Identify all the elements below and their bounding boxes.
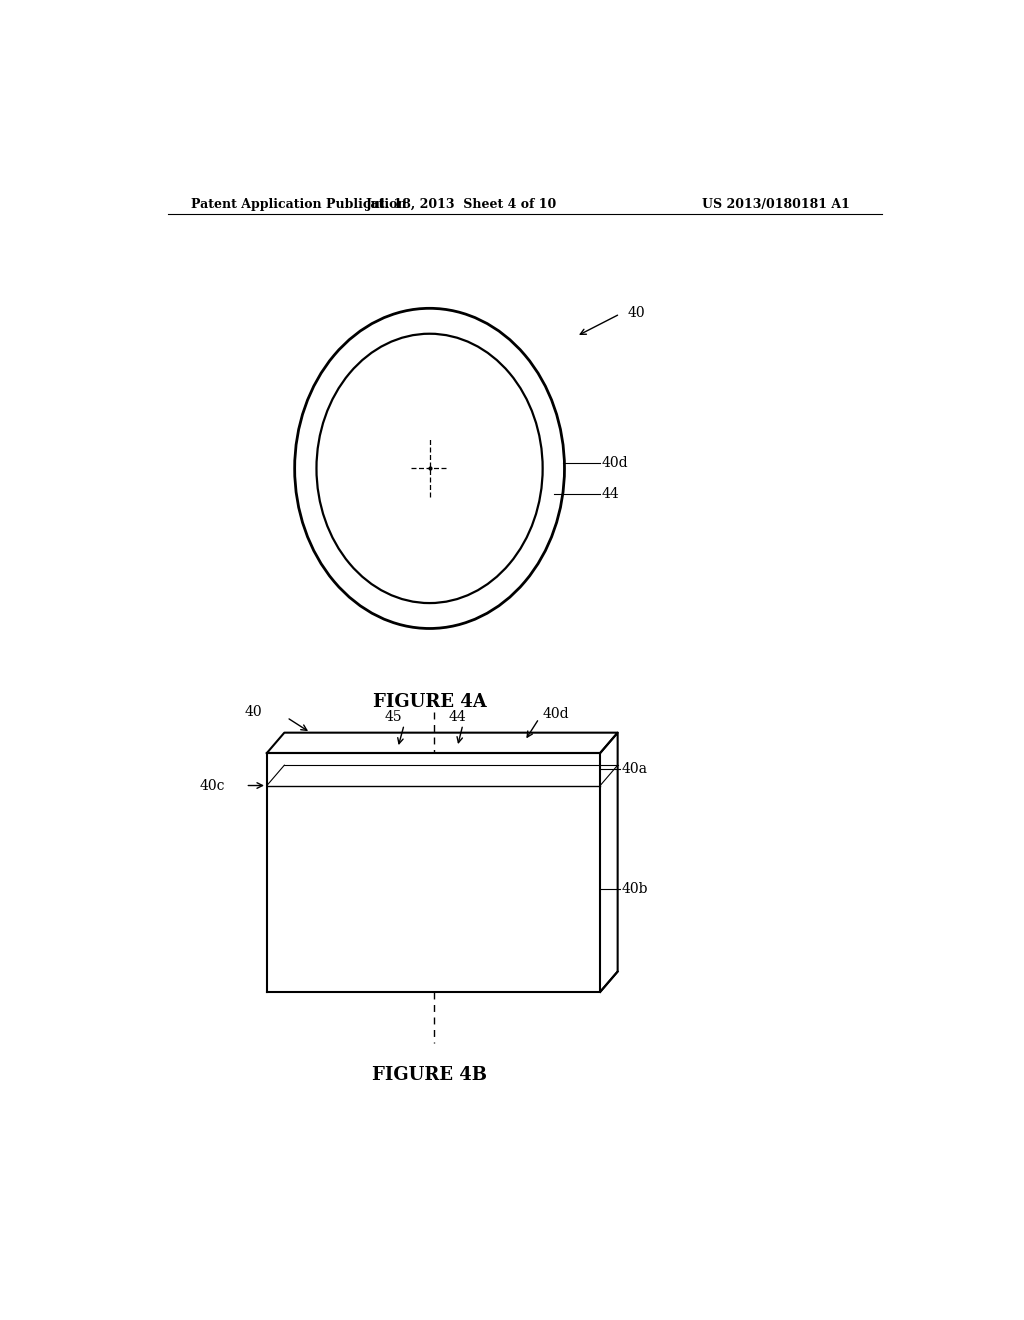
Text: 40d: 40d: [543, 708, 569, 721]
Text: Patent Application Publication: Patent Application Publication: [191, 198, 407, 211]
Text: Jul. 18, 2013  Sheet 4 of 10: Jul. 18, 2013 Sheet 4 of 10: [366, 198, 557, 211]
Text: 40c: 40c: [200, 779, 225, 792]
Text: 40d: 40d: [602, 457, 629, 470]
Text: 40b: 40b: [622, 882, 648, 896]
Text: FIGURE 4A: FIGURE 4A: [373, 693, 486, 711]
Text: 40: 40: [628, 306, 645, 319]
Text: 40a: 40a: [622, 762, 647, 776]
Text: US 2013/0180181 A1: US 2013/0180181 A1: [702, 198, 850, 211]
Text: 45: 45: [385, 710, 402, 725]
Text: 44: 44: [602, 487, 620, 500]
Text: 44: 44: [449, 710, 466, 725]
Text: FIGURE 4B: FIGURE 4B: [372, 1067, 487, 1084]
Text: 40: 40: [245, 705, 262, 719]
